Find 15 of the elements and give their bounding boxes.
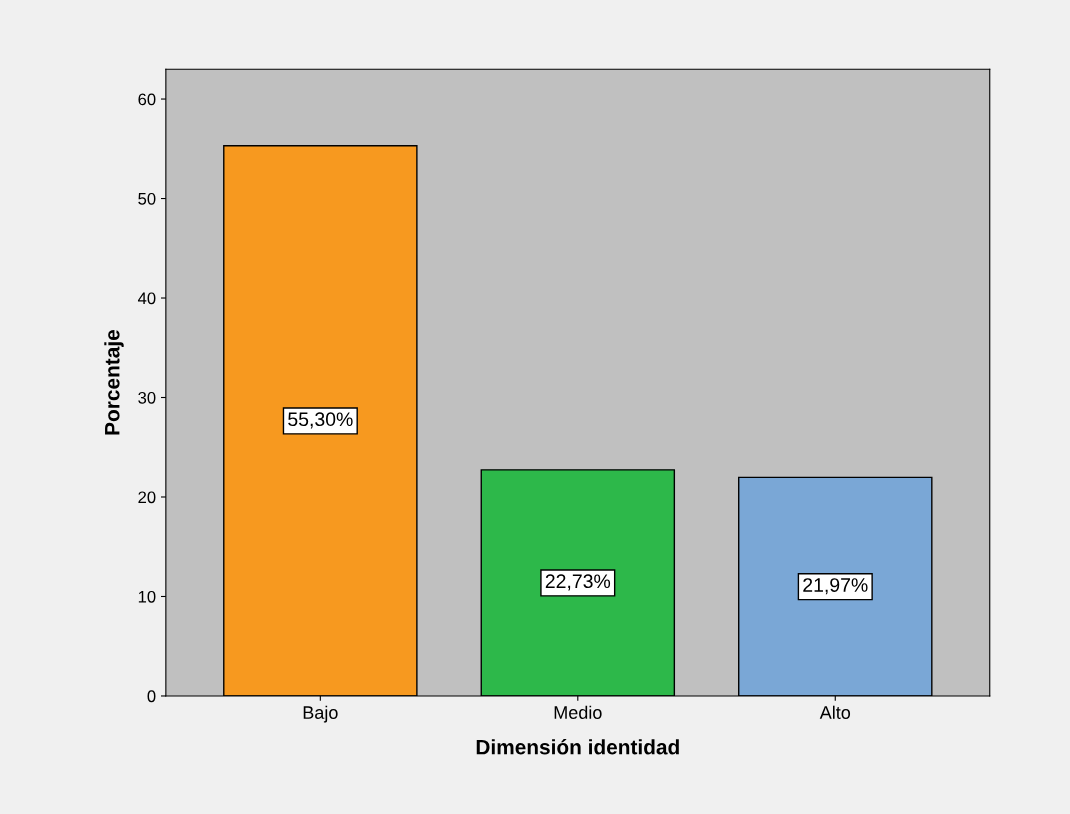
y-tick-label: 50 bbox=[138, 192, 156, 205]
y-tick-label: 40 bbox=[137, 292, 156, 305]
data-label: 22,73% bbox=[545, 574, 611, 591]
x-tick-label: Medio bbox=[554, 705, 602, 719]
data-label: 21,97% bbox=[803, 578, 868, 595]
y-tick-label: 20 bbox=[138, 491, 156, 504]
y-tick-label: 30 bbox=[138, 391, 156, 404]
y-axis-title: Porcentaje bbox=[104, 330, 124, 435]
x-axis-title: Dimensión identidad bbox=[476, 739, 679, 755]
x-tick-label: Alto bbox=[819, 705, 851, 719]
x-tick-label: Bajo bbox=[303, 705, 338, 723]
data-label: 55,30% bbox=[288, 412, 353, 429]
y-tick-label: 60 bbox=[138, 93, 156, 106]
y-tick-label: 0 bbox=[147, 690, 156, 703]
y-tick-label: 10 bbox=[138, 590, 156, 603]
